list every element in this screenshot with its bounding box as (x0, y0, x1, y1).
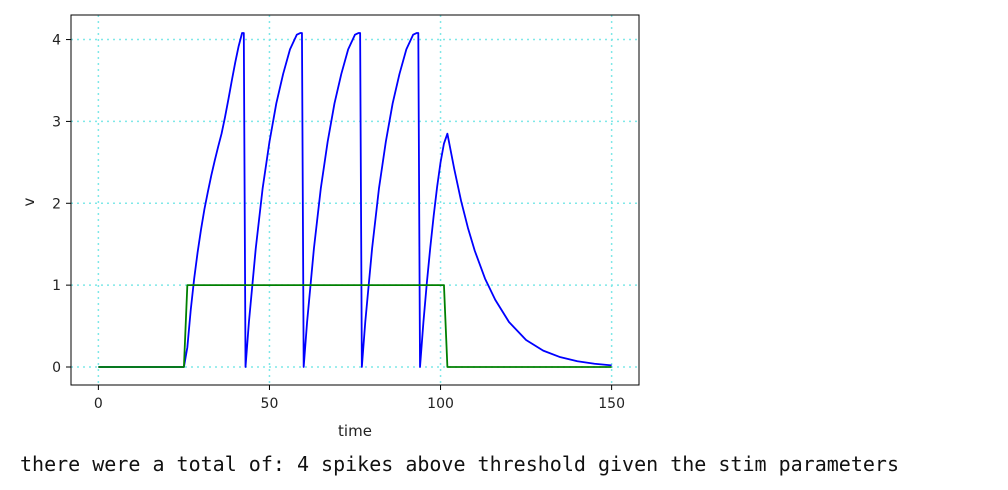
series-line-1 (98, 284, 612, 368)
y-tick-label-4: 4 (52, 33, 61, 49)
x-tick-label-0: 0 (94, 396, 103, 412)
chart: 0 50 100 150 0 1 2 3 4 time v (20, 14, 640, 440)
plot-frame (70, 14, 640, 386)
x-axis-label: time (338, 422, 372, 440)
series-lines (98, 32, 612, 368)
axis-ticks: 0 50 100 150 0 1 2 3 4 (52, 33, 625, 412)
x-tick-label-2: 100 (427, 396, 454, 412)
output-message: there were a total of: 4 spikes above th… (20, 452, 899, 476)
series-line-0 (98, 32, 612, 368)
y-tick-label-0: 0 (52, 360, 61, 376)
y-tick-label-1: 1 (52, 278, 61, 294)
x-tick-label-3: 150 (598, 396, 625, 412)
x-tick-label-1: 50 (261, 396, 279, 412)
y-tick-label-2: 2 (52, 196, 61, 212)
y-tick-label-3: 3 (52, 114, 61, 130)
plot-area-background (71, 15, 639, 385)
y-axis-label: v (20, 197, 38, 206)
